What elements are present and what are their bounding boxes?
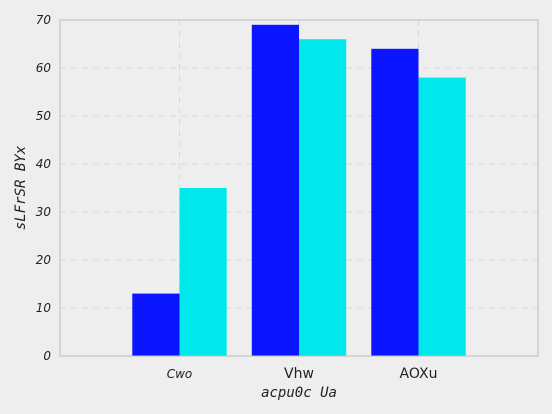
x-tick-label: Cwo	[167, 367, 193, 381]
bar-series2-Vhw	[299, 39, 347, 356]
x-axis: Cwo Vhw AOXu	[167, 366, 438, 382]
x-tick-label: AOXu	[400, 366, 438, 382]
y-tick-label: 0	[43, 349, 51, 363]
bar-series1-Vhw	[251, 24, 299, 357]
y-tick-label: 60	[36, 61, 52, 75]
y-tick-label: 70	[36, 13, 52, 27]
x-axis-label: acpu0c Ua	[261, 385, 337, 401]
y-tick-label: 20	[36, 253, 52, 267]
bar-series1-Cwo	[132, 293, 180, 356]
y-axis: 0 10 20 30 40 50 60 70	[36, 13, 52, 363]
bars	[132, 24, 466, 357]
x-tick-label: Vhw	[284, 366, 314, 382]
bar-series1-AOXu	[371, 48, 419, 357]
y-tick-label: 30	[36, 205, 52, 219]
y-tick-label: 40	[36, 157, 52, 171]
y-axis-label: sLFrSR BYx	[13, 145, 29, 230]
y-tick-label: 10	[36, 301, 52, 315]
y-tick-label: 50	[36, 109, 52, 123]
bar-series2-AOXu	[418, 77, 466, 356]
bar-series2-Cwo	[179, 188, 227, 356]
plot-frame	[59, 19, 539, 357]
